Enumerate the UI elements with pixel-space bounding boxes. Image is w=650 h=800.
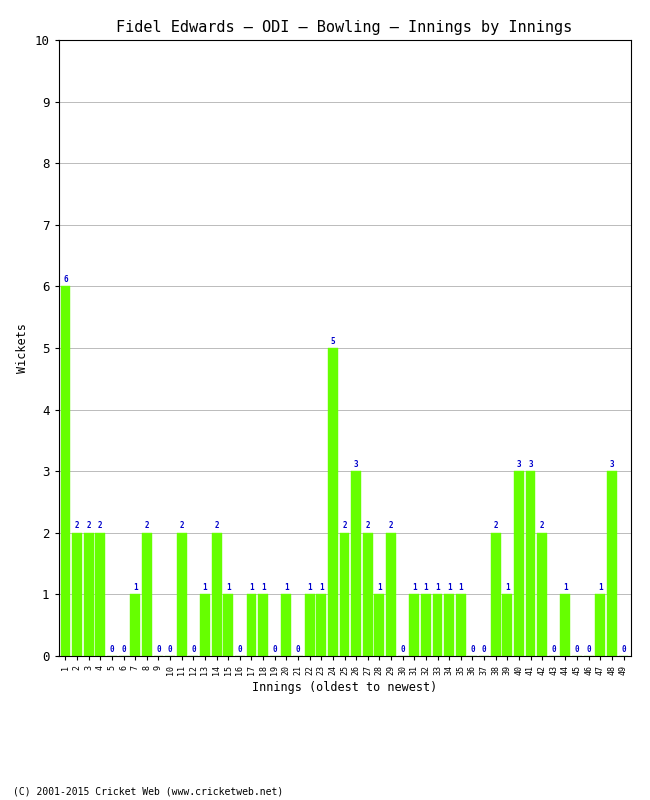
Bar bbox=[444, 594, 454, 656]
Text: 3: 3 bbox=[354, 460, 358, 469]
Bar bbox=[363, 533, 372, 656]
Bar bbox=[386, 533, 396, 656]
Text: 0: 0 bbox=[272, 645, 277, 654]
Text: 2: 2 bbox=[179, 522, 184, 530]
Bar bbox=[410, 594, 419, 656]
Bar bbox=[514, 471, 524, 656]
Bar bbox=[246, 594, 257, 656]
Text: 1: 1 bbox=[133, 583, 138, 592]
Text: 1: 1 bbox=[424, 583, 428, 592]
Text: 1: 1 bbox=[319, 583, 324, 592]
Bar bbox=[526, 471, 536, 656]
Bar bbox=[258, 594, 268, 656]
Text: 2: 2 bbox=[365, 522, 370, 530]
Text: 2: 2 bbox=[75, 522, 79, 530]
Bar bbox=[421, 594, 431, 656]
Text: 1: 1 bbox=[563, 583, 567, 592]
Text: 1: 1 bbox=[307, 583, 312, 592]
Bar bbox=[212, 533, 222, 656]
X-axis label: Innings (oldest to newest): Innings (oldest to newest) bbox=[252, 681, 437, 694]
Y-axis label: Wickets: Wickets bbox=[16, 323, 29, 373]
Text: 0: 0 bbox=[400, 645, 405, 654]
Text: 2: 2 bbox=[144, 522, 149, 530]
Bar bbox=[607, 471, 617, 656]
Text: 0: 0 bbox=[191, 645, 196, 654]
Bar bbox=[374, 594, 384, 656]
Text: 0: 0 bbox=[575, 645, 579, 654]
Bar bbox=[72, 533, 82, 656]
Text: 0: 0 bbox=[296, 645, 300, 654]
Text: 0: 0 bbox=[122, 645, 126, 654]
Bar bbox=[224, 594, 233, 656]
Bar bbox=[432, 594, 443, 656]
Text: 2: 2 bbox=[214, 522, 219, 530]
Bar bbox=[305, 594, 315, 656]
Bar bbox=[537, 533, 547, 656]
Bar bbox=[200, 594, 210, 656]
Text: 5: 5 bbox=[331, 337, 335, 346]
Title: Fidel Edwards – ODI – Bowling – Innings by Innings: Fidel Edwards – ODI – Bowling – Innings … bbox=[116, 20, 573, 34]
Text: 1: 1 bbox=[249, 583, 254, 592]
Text: 1: 1 bbox=[226, 583, 231, 592]
Bar bbox=[84, 533, 94, 656]
Bar bbox=[130, 594, 140, 656]
Text: 1: 1 bbox=[412, 583, 417, 592]
Bar bbox=[142, 533, 152, 656]
Text: 2: 2 bbox=[493, 522, 498, 530]
Text: 2: 2 bbox=[98, 522, 103, 530]
Text: 0: 0 bbox=[551, 645, 556, 654]
Text: 0: 0 bbox=[110, 645, 114, 654]
Bar bbox=[351, 471, 361, 656]
Text: 0: 0 bbox=[470, 645, 474, 654]
Text: 3: 3 bbox=[517, 460, 521, 469]
Text: 2: 2 bbox=[389, 522, 393, 530]
Bar bbox=[339, 533, 350, 656]
Bar bbox=[502, 594, 512, 656]
Text: 1: 1 bbox=[505, 583, 510, 592]
Text: 2: 2 bbox=[342, 522, 347, 530]
Bar bbox=[177, 533, 187, 656]
Text: 0: 0 bbox=[621, 645, 626, 654]
Bar bbox=[281, 594, 291, 656]
Text: 1: 1 bbox=[447, 583, 452, 592]
Text: 1: 1 bbox=[436, 583, 440, 592]
Text: 2: 2 bbox=[86, 522, 91, 530]
Text: 0: 0 bbox=[482, 645, 486, 654]
Text: (C) 2001-2015 Cricket Web (www.cricketweb.net): (C) 2001-2015 Cricket Web (www.cricketwe… bbox=[13, 786, 283, 796]
Text: 2: 2 bbox=[540, 522, 545, 530]
Text: 1: 1 bbox=[458, 583, 463, 592]
Text: 1: 1 bbox=[203, 583, 207, 592]
Text: 0: 0 bbox=[586, 645, 591, 654]
Bar bbox=[595, 594, 605, 656]
Text: 0: 0 bbox=[237, 645, 242, 654]
Text: 3: 3 bbox=[528, 460, 533, 469]
Text: 6: 6 bbox=[63, 275, 68, 284]
Bar bbox=[317, 594, 326, 656]
Text: 1: 1 bbox=[598, 583, 603, 592]
Bar bbox=[60, 286, 70, 656]
Bar bbox=[328, 348, 338, 656]
Text: 1: 1 bbox=[377, 583, 382, 592]
Text: 1: 1 bbox=[261, 583, 265, 592]
Bar bbox=[560, 594, 570, 656]
Bar bbox=[491, 533, 500, 656]
Text: 1: 1 bbox=[284, 583, 289, 592]
Text: 0: 0 bbox=[168, 645, 172, 654]
Text: 3: 3 bbox=[610, 460, 614, 469]
Bar bbox=[96, 533, 105, 656]
Bar bbox=[456, 594, 465, 656]
Text: 0: 0 bbox=[156, 645, 161, 654]
